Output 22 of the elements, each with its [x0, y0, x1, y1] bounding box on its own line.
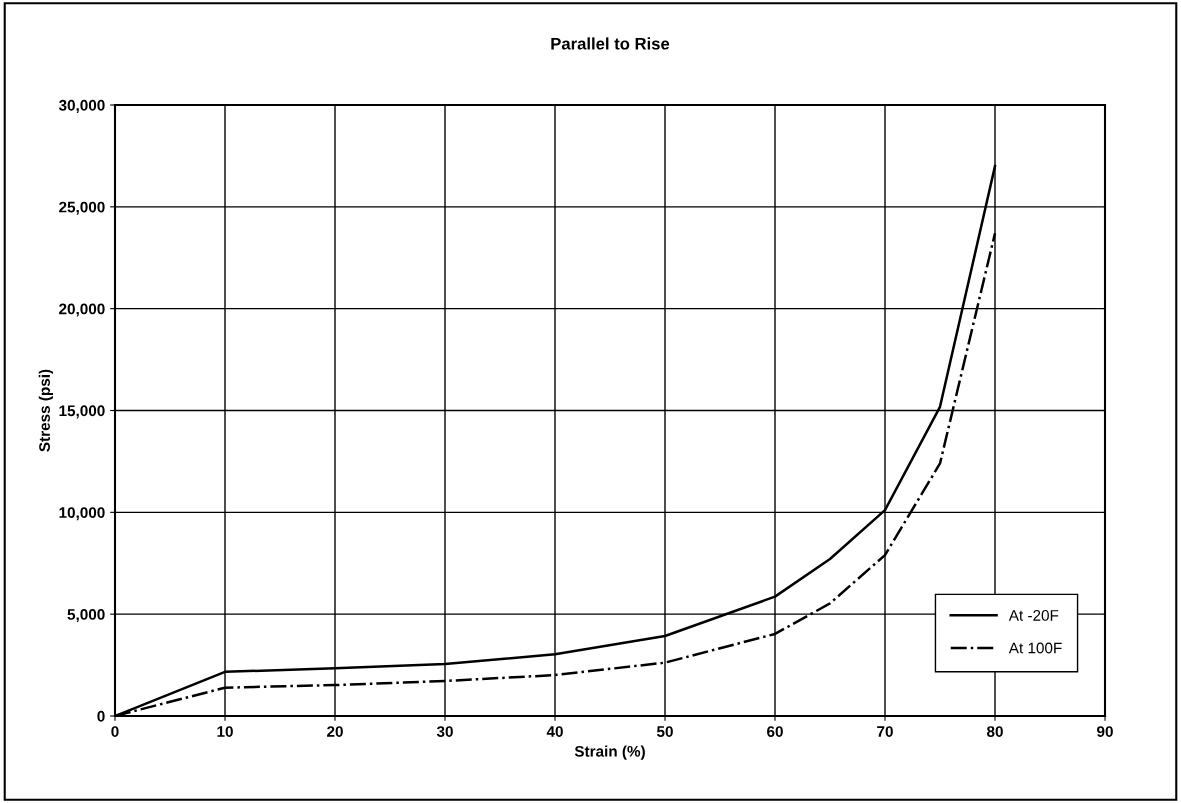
y-tick-label: 15,000: [59, 405, 105, 419]
y-tick-label: 10,000: [59, 507, 105, 521]
x-tick-label: 30: [436, 726, 453, 737]
y-tick-label: 20,000: [59, 303, 105, 317]
y-tick-label: 0: [97, 710, 105, 722]
y-tick-label: 5,000: [67, 609, 105, 623]
legend-label: At -20F: [1008, 610, 1059, 621]
x-tick-label: 50: [656, 726, 673, 737]
x-tick-label: 90: [1097, 726, 1113, 737]
x-tick-label: 20: [327, 726, 343, 737]
x-axis-title: Strain (%): [574, 745, 645, 760]
legend-label: At 100F: [1008, 642, 1062, 654]
y-tick-label: 25,000: [59, 201, 105, 215]
x-tick-label: 70: [877, 726, 893, 737]
x-tick-label: 80: [986, 726, 1003, 737]
chart-title: Parallel to Rise: [551, 37, 670, 50]
y-axis-title: Stress (psi): [38, 369, 53, 452]
y-tick-label: 30,000: [58, 99, 105, 113]
x-tick-label: 0: [111, 726, 119, 737]
x-tick-label: 40: [546, 726, 563, 737]
x-tick-label: 10: [217, 726, 233, 737]
x-tick-label: 60: [767, 726, 783, 737]
